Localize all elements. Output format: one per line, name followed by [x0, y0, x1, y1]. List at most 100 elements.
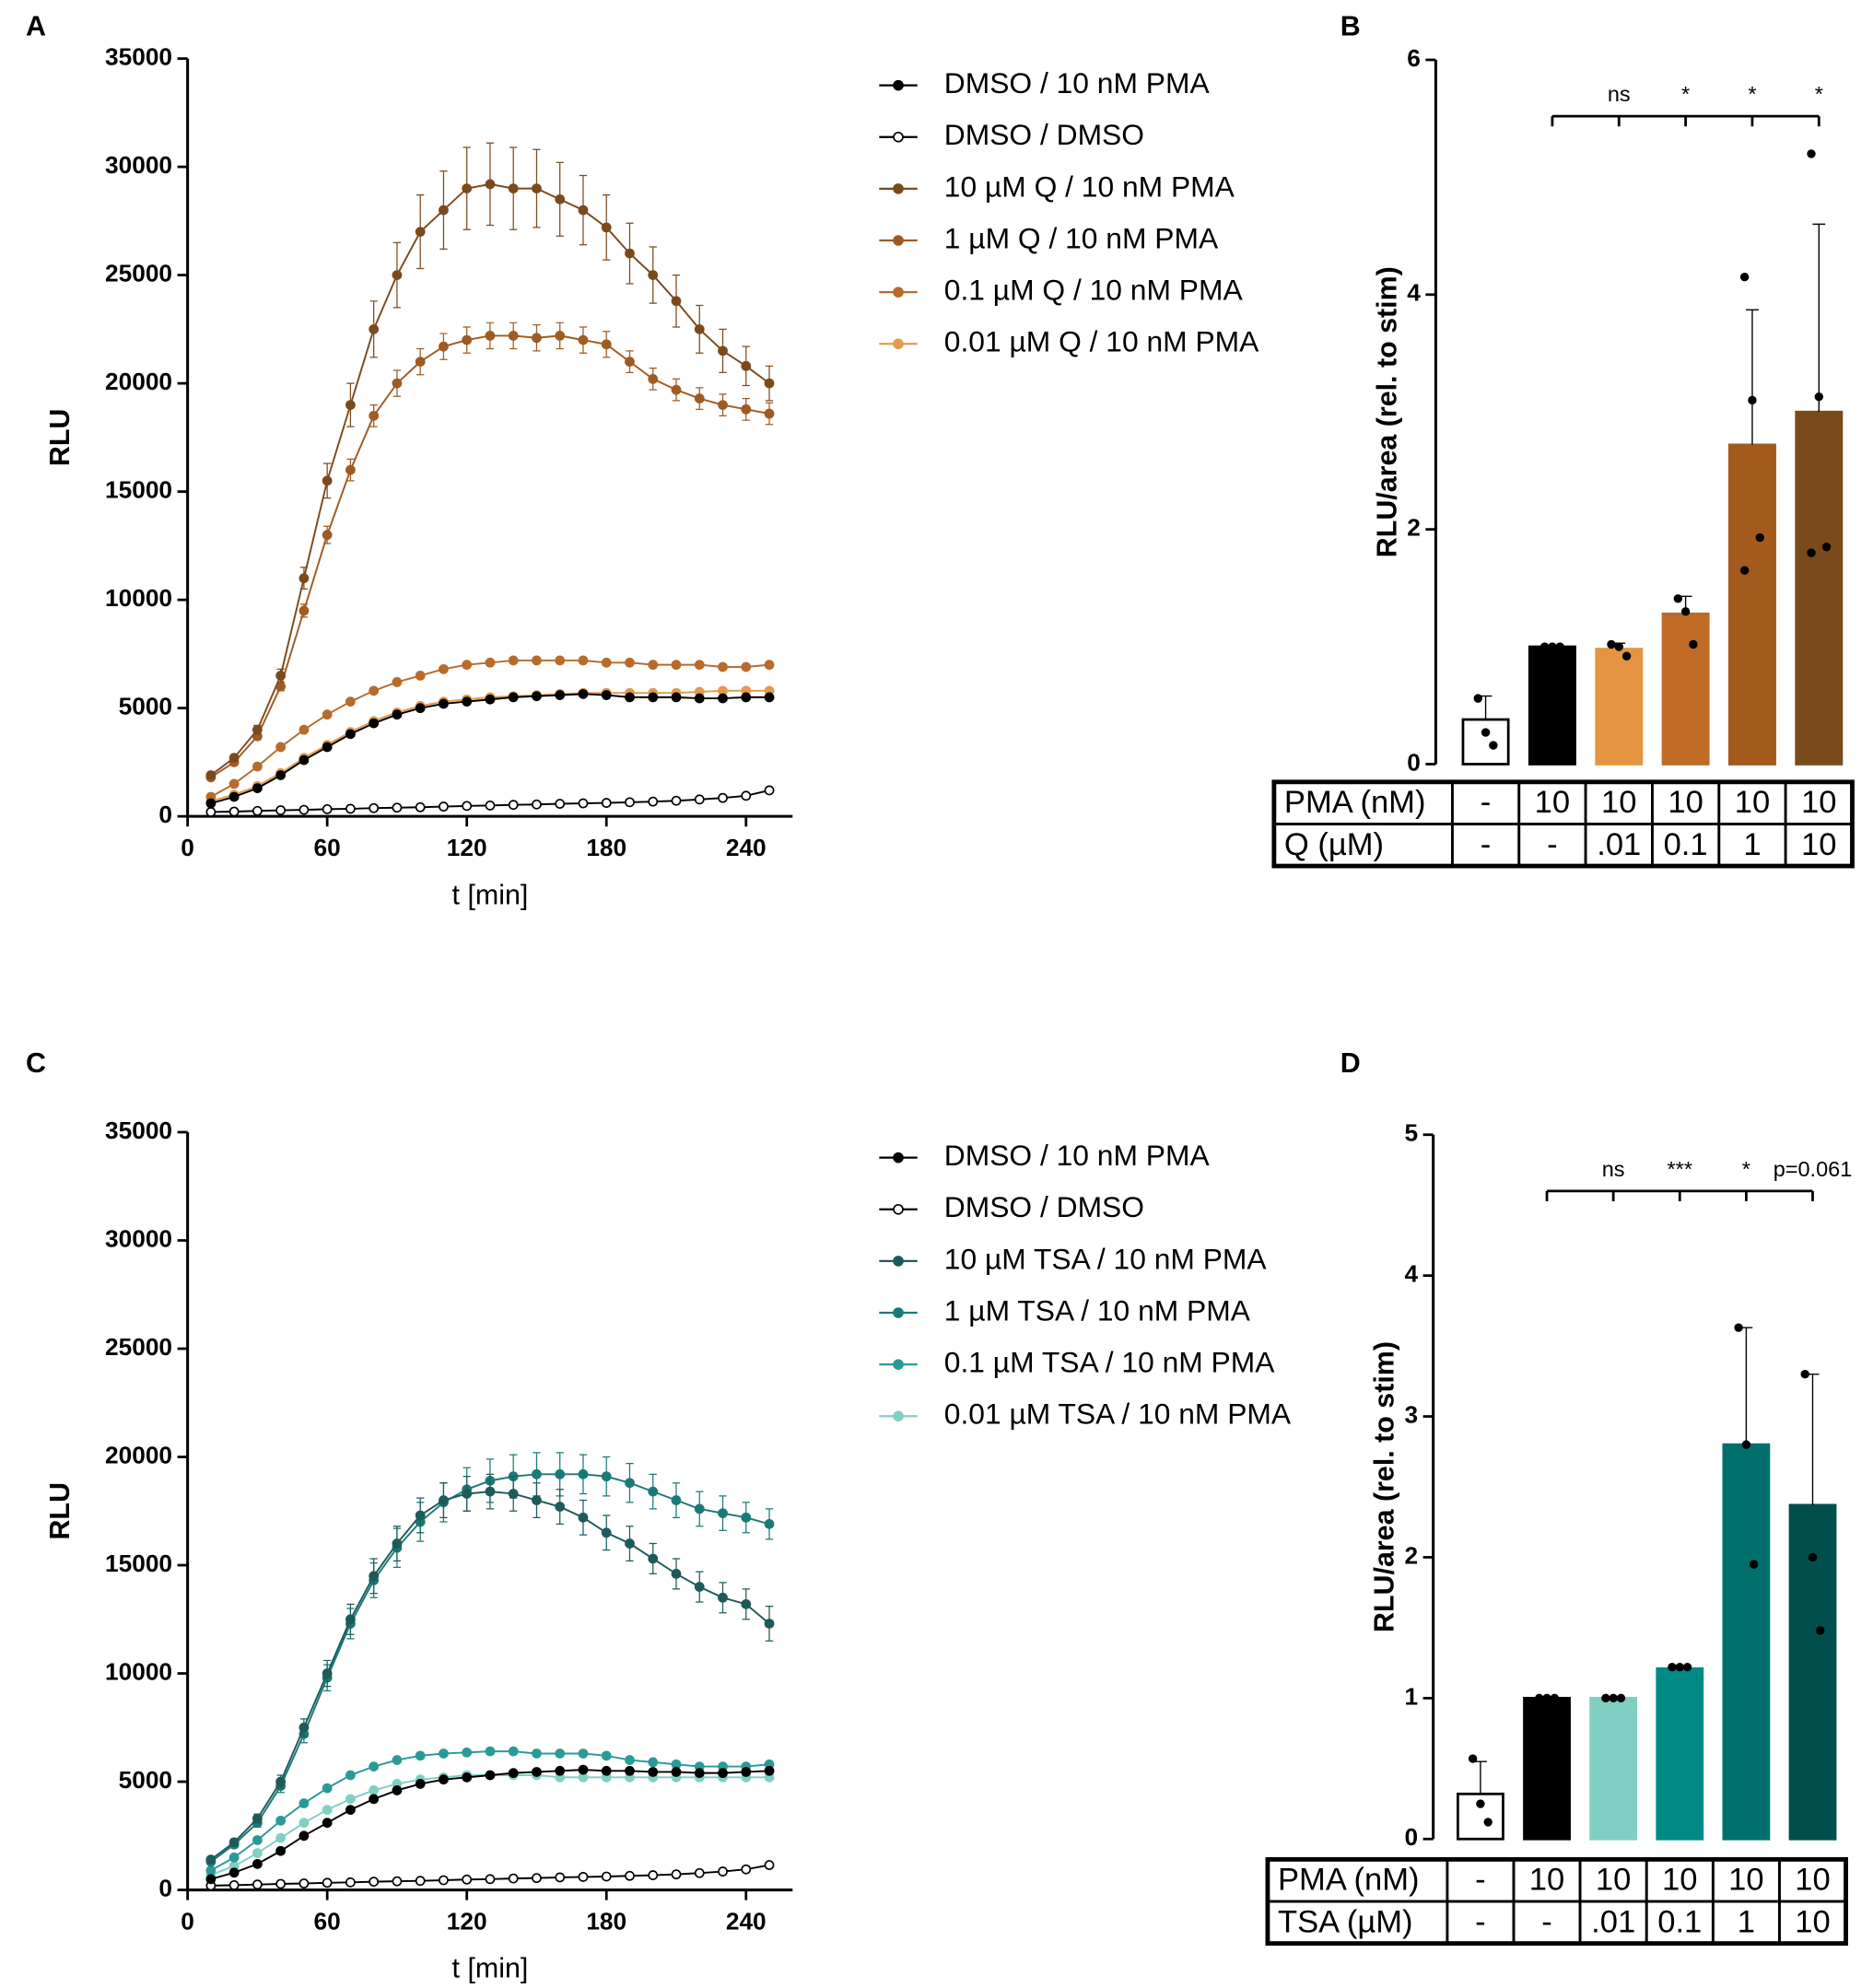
- table-text: 10: [1801, 827, 1836, 862]
- data-point: [741, 1864, 752, 1875]
- data-point: [322, 475, 333, 486]
- error-bar: [1806, 1373, 1820, 1505]
- table-text: -: [1475, 1904, 1486, 1939]
- x-tick-label: 240: [726, 834, 767, 861]
- table-text: PMA (nM): [1278, 1863, 1420, 1898]
- data-point: [345, 1614, 356, 1625]
- legend-label: 1 µM TSA / 10 nM PMA: [944, 1293, 1251, 1327]
- x-tick-label: 0: [181, 1907, 194, 1935]
- data-point: [555, 1468, 566, 1479]
- table-text: .01: [1597, 827, 1641, 862]
- data-point: [671, 296, 682, 307]
- data-point: [415, 1876, 426, 1887]
- data-point: [625, 657, 635, 668]
- y-tick-label: 4: [1404, 1260, 1418, 1288]
- data-point: [369, 410, 380, 421]
- data-point: [764, 1765, 775, 1776]
- data-point: [601, 222, 612, 233]
- significance-label: ns: [1602, 1157, 1625, 1181]
- bar: [1722, 1443, 1771, 1841]
- significance-label: *: [1748, 82, 1756, 106]
- data-point: [601, 690, 612, 700]
- data-point: [625, 1870, 635, 1881]
- y-tick-label: 2: [1404, 1541, 1418, 1569]
- data-point: [718, 693, 728, 704]
- data-point: [345, 400, 356, 411]
- replicate-point: [1539, 642, 1550, 651]
- data-point: [508, 1768, 519, 1779]
- data-point: [369, 802, 380, 813]
- legend-marker: [893, 183, 904, 194]
- data-point: [462, 1747, 473, 1758]
- table-text: 10: [1728, 1863, 1763, 1898]
- table-text: Q (µM): [1284, 827, 1384, 862]
- bar: [1661, 612, 1710, 766]
- table-border: [1265, 1856, 1848, 1947]
- data-point: [462, 1874, 473, 1885]
- y-tick-label: 0: [158, 801, 172, 828]
- data-point: [555, 690, 566, 700]
- data-point: [625, 1765, 635, 1776]
- data-point: [555, 1502, 566, 1512]
- data-point: [415, 801, 426, 813]
- data-point: [345, 1770, 356, 1781]
- data-point: [671, 384, 682, 395]
- data-point: [764, 692, 775, 703]
- data-point: [392, 1876, 403, 1887]
- x-tick-label: 180: [586, 834, 626, 861]
- data-point: [694, 660, 705, 671]
- data-point: [508, 800, 519, 811]
- y-axis-label: RLU: [44, 409, 76, 467]
- data-point: [648, 1870, 659, 1880]
- series-line: [210, 689, 770, 802]
- data-point: [764, 1619, 775, 1629]
- data-point: [392, 1538, 403, 1549]
- data-point: [508, 331, 519, 341]
- panel-letter: C: [26, 1047, 46, 1079]
- data-point: [694, 1503, 705, 1514]
- data-point: [694, 323, 705, 334]
- legend-marker: [893, 235, 904, 246]
- table-text: 10: [1795, 1863, 1830, 1898]
- data-point: [694, 1867, 705, 1878]
- legend-marker: [893, 1152, 904, 1164]
- series-line: [210, 1491, 770, 1861]
- replicate-point: [1755, 532, 1764, 543]
- replicate-point: [1739, 566, 1750, 575]
- data-point: [671, 1869, 682, 1880]
- data-point: [369, 1877, 380, 1888]
- bar: [1595, 648, 1644, 766]
- data-point: [764, 785, 775, 796]
- data-point: [625, 248, 635, 259]
- replicate-point: [1668, 1663, 1677, 1672]
- replicate-point: [1821, 543, 1832, 552]
- y-tick-label: 35000: [105, 43, 172, 71]
- series-line: [210, 1473, 770, 1863]
- data-point: [485, 1486, 496, 1497]
- y-tick-label: 5: [1404, 1119, 1418, 1147]
- panel-letter: B: [1340, 10, 1361, 41]
- data-point: [532, 799, 542, 810]
- series-line: [210, 659, 770, 798]
- data-point: [299, 1878, 310, 1889]
- data-point: [578, 688, 589, 699]
- data-point: [625, 797, 635, 808]
- data-point: [205, 807, 217, 817]
- data-point: [345, 803, 356, 814]
- data-point: [392, 378, 403, 389]
- bar: [1589, 1696, 1638, 1841]
- data-point: [648, 1757, 659, 1768]
- data-point: [718, 1508, 728, 1519]
- data-point: [485, 1874, 496, 1885]
- legend-label: 10 µM TSA / 10 nM PMA: [944, 1242, 1268, 1275]
- data-point: [322, 1805, 333, 1815]
- data-point: [275, 670, 287, 681]
- data-point: [369, 1785, 380, 1795]
- data-point: [671, 1495, 682, 1505]
- table-text: 10: [1535, 785, 1570, 820]
- y-tick-label: 30000: [105, 1224, 172, 1252]
- y-axis-label: RLU/area (rel. to stim): [1369, 1341, 1400, 1632]
- data-point: [485, 694, 496, 705]
- data-point: [625, 357, 635, 368]
- replicate-point: [1607, 639, 1616, 649]
